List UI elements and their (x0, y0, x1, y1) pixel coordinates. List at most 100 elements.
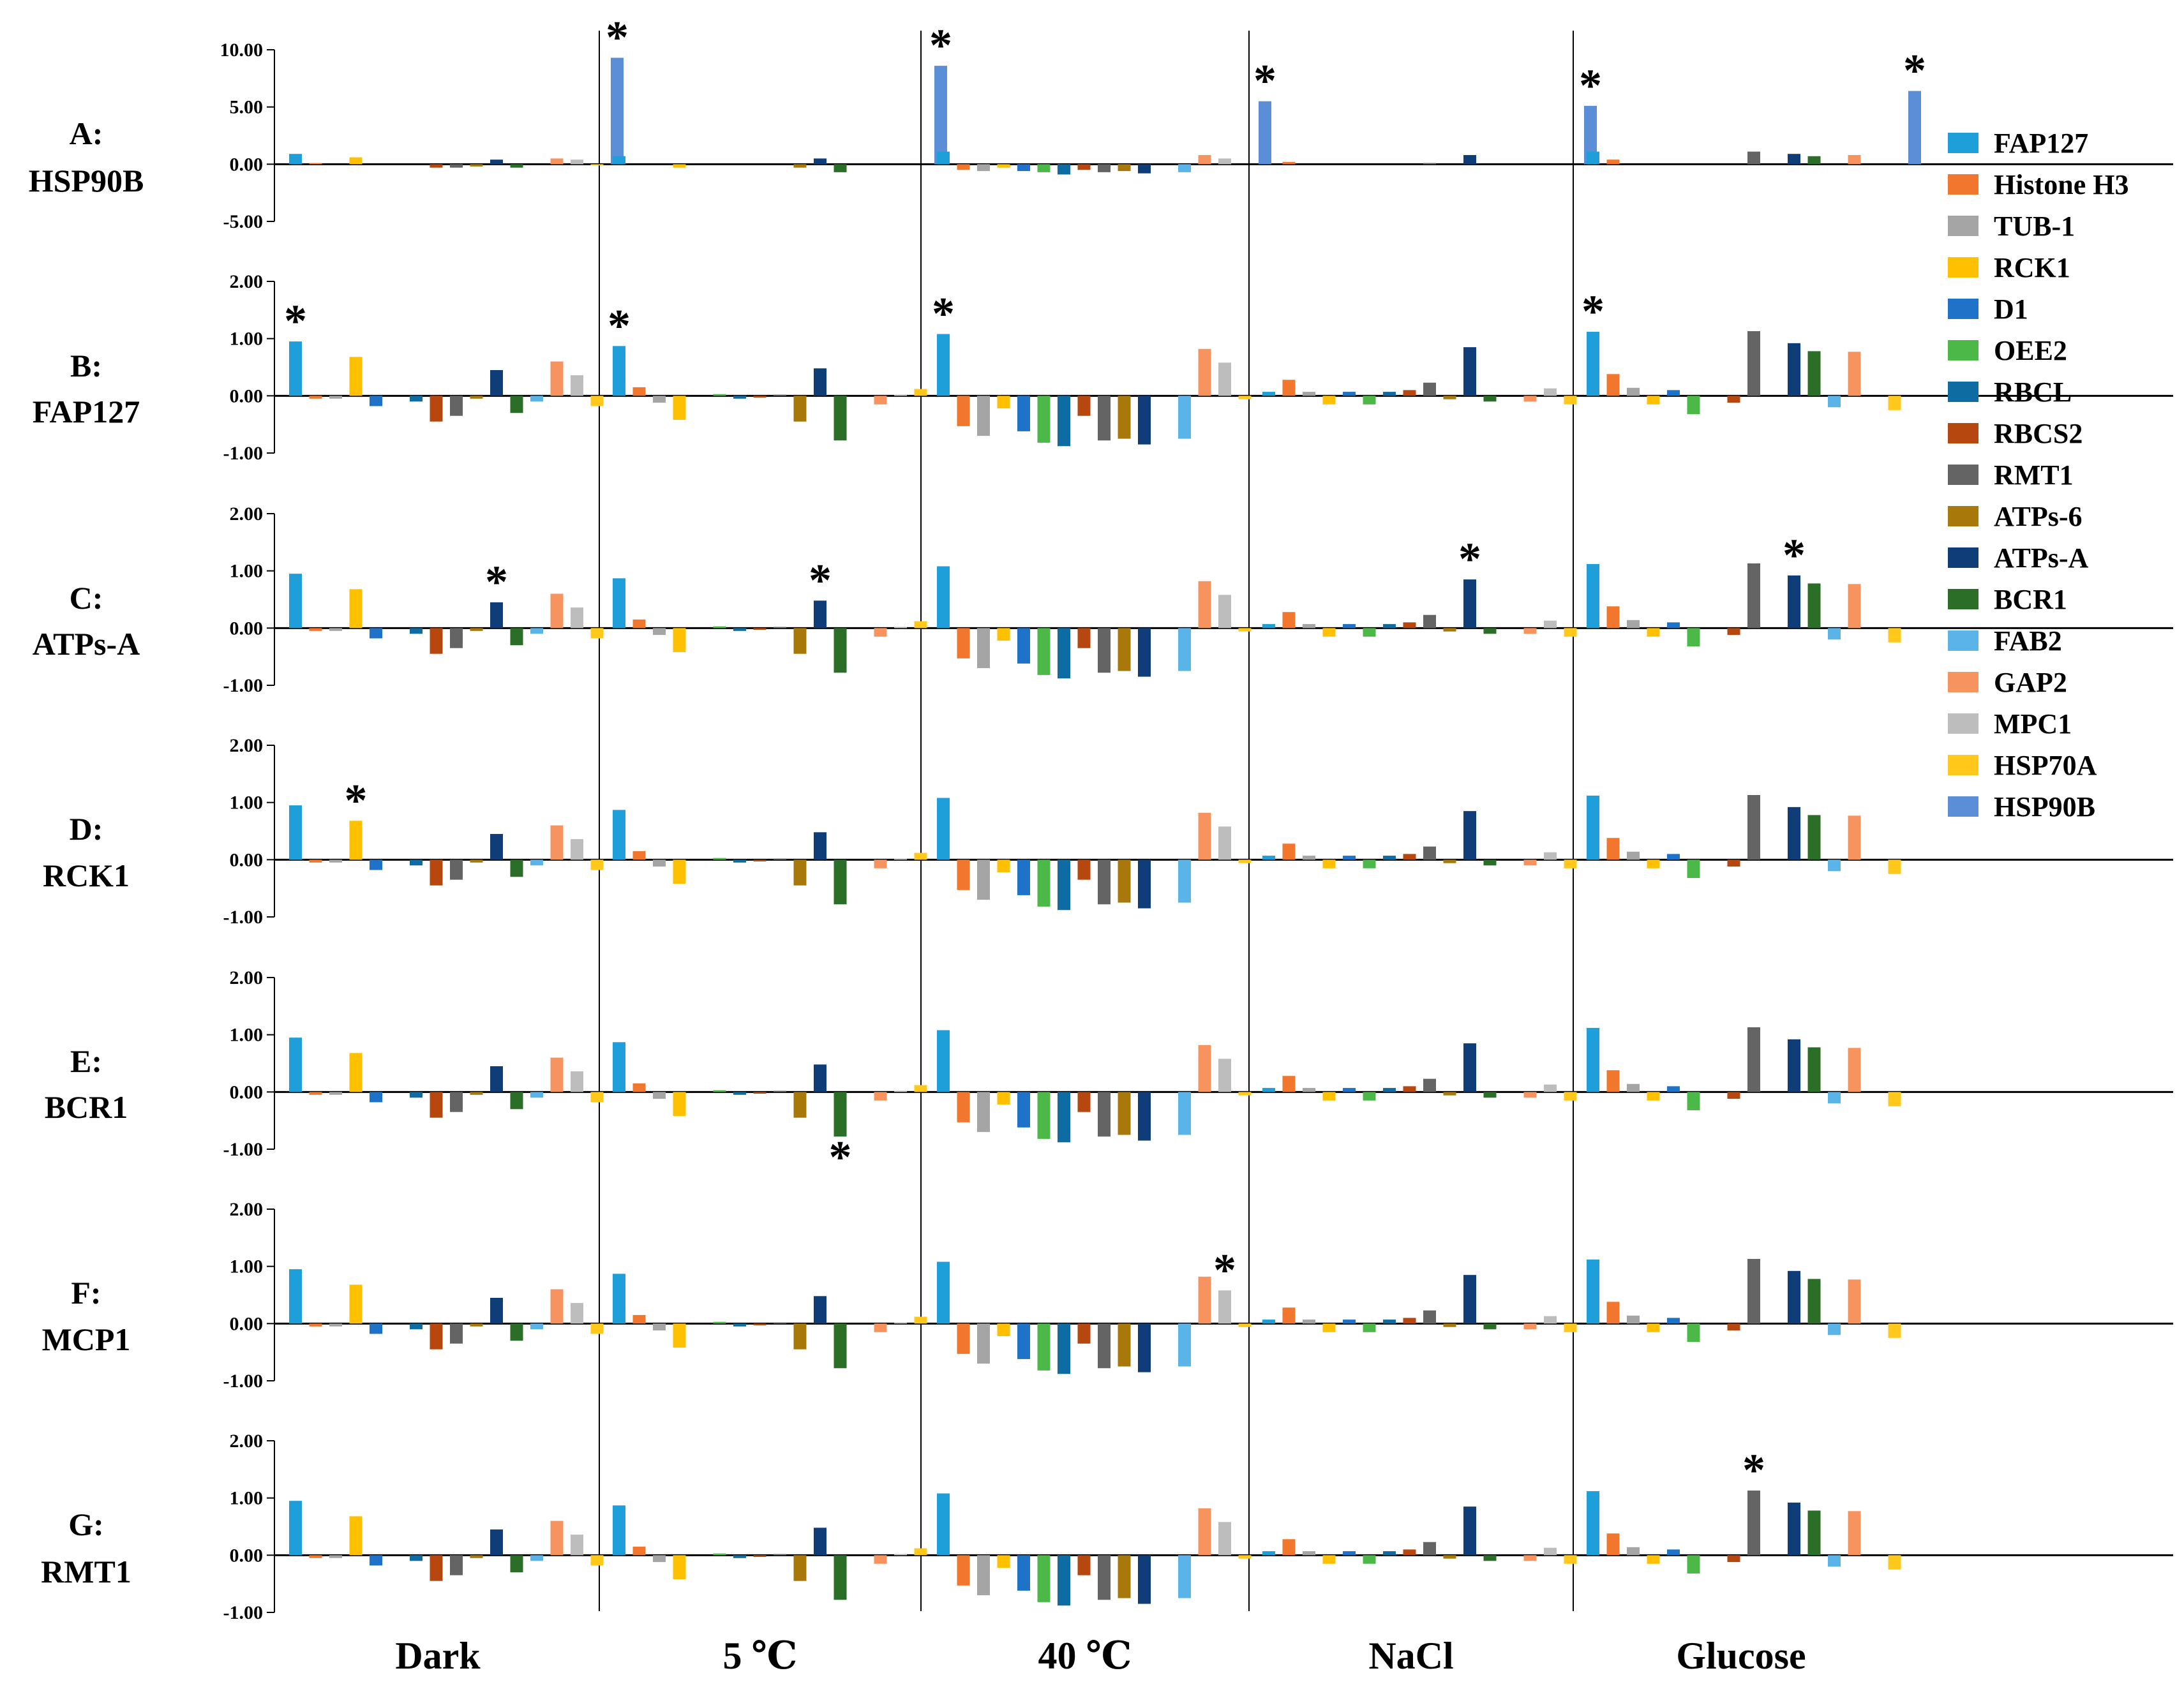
bar-histone-h3-40 (957, 859, 970, 890)
bar-d1-dark (370, 1323, 382, 1334)
bar-fap127-40 (937, 566, 950, 629)
bar-atps-a-dark (490, 1066, 503, 1092)
bar-mpc1-dark (571, 1535, 583, 1556)
bar-hsp90b-5 (934, 66, 947, 165)
bar-rmt1-dark (450, 164, 463, 168)
bar-rck1-dark (349, 589, 363, 629)
bar-gap2-glucose (1848, 815, 1861, 860)
bar-histone-h3-40 (957, 164, 970, 170)
condition-label-40: 40 ℃ (1038, 1635, 1132, 1677)
bar-fab2-dark (530, 396, 543, 402)
bar-rck1-glucose (1647, 396, 1660, 405)
bar-rbcs2-dark (430, 164, 443, 168)
bar-fab2-glucose (1828, 1092, 1841, 1104)
bar-atps-a-40 (1138, 1092, 1151, 1141)
bar-bcr1-glucose (1807, 1279, 1821, 1324)
bar-hsp70a-dark (590, 1555, 604, 1566)
bar-rbcl-dark (410, 396, 423, 402)
bar-mpc1-dark (571, 607, 583, 629)
bar-fap127-dark (289, 341, 302, 396)
bar-oee2-5 (713, 1553, 726, 1556)
bar-fap127-nacl (1262, 1551, 1275, 1556)
bar-tub-1-40 (977, 396, 990, 436)
bar-rbcs2-glucose (1727, 859, 1740, 867)
bar-rbcs2-40 (1077, 1092, 1091, 1112)
bar-mpc1-nacl (1544, 852, 1557, 860)
bar-hsp70a-nacl (1564, 1092, 1577, 1101)
bar-histone-h3-40 (957, 628, 970, 658)
significance-star: * (1579, 60, 1602, 111)
bar-hsp70a-5 (914, 852, 927, 860)
bar-tub-1-glucose (1627, 1083, 1640, 1092)
bar-rmt1-5 (774, 1322, 786, 1324)
significance-star: * (1742, 1445, 1765, 1496)
bar-histone-h3-dark (309, 163, 322, 165)
bar-bcr1-dark (510, 628, 523, 646)
bar-bcr1-5 (834, 164, 847, 172)
bar-oee2-5 (713, 1321, 726, 1324)
bar-atps-6-5 (793, 859, 807, 886)
bar-mpc1-40 (1218, 362, 1231, 396)
bar-atps-a-40 (1138, 164, 1151, 174)
bar-rbcl-dark (410, 1092, 423, 1098)
bar-atps-a-5 (814, 1064, 826, 1092)
bar-fap127-40 (937, 798, 950, 860)
bar-atps-a-dark (490, 1529, 503, 1556)
bar-hsp70a-glucose (1888, 1323, 1901, 1338)
significance-star: * (1582, 286, 1604, 337)
bar-atps-a-40 (1138, 396, 1151, 445)
bar-gap2-glucose (1848, 352, 1861, 396)
bar-bcr1-dark (510, 1323, 523, 1341)
significance-star: * (1903, 45, 1926, 96)
bar-rmt1-nacl (1423, 1310, 1436, 1324)
bar-hsp70a-40 (1238, 396, 1252, 399)
bar-fap127-5 (613, 156, 625, 165)
bar-fap127-dark (289, 154, 302, 165)
bar-rck1-40 (997, 628, 1010, 641)
bar-rbcs2-nacl (1403, 1086, 1416, 1092)
bar-rbcl-5 (733, 1092, 746, 1095)
bar-fab2-dark (530, 1555, 543, 1561)
bar-atps-6-40 (1118, 1323, 1131, 1367)
bar-rck1-glucose (1647, 859, 1660, 868)
bar-tub-1-glucose (1627, 1547, 1640, 1556)
bar-atps-6-dark (470, 1555, 483, 1558)
bar-hsp70a-glucose (1888, 859, 1901, 874)
bar-bcr1-5 (834, 1092, 847, 1137)
bar-oee2-glucose (1687, 859, 1700, 879)
y-tick-label: 0.00 (230, 1082, 264, 1103)
bar-rbcl-nacl (1383, 1088, 1396, 1092)
bar-rck1-40 (997, 1555, 1010, 1568)
legend-label-atps-6: ATPs-6 (1994, 501, 2083, 532)
bar-hsp70a-dark (590, 1323, 604, 1334)
bar-atps-6-5 (793, 1092, 807, 1118)
bar-rbcl-40 (1058, 1323, 1070, 1374)
bar-fab2-dark (530, 859, 543, 866)
bar-bcr1-5 (834, 1555, 847, 1600)
bar-atps-a-dark (490, 833, 503, 860)
y-tick-label: 0.00 (230, 849, 264, 870)
bar-tub-1-dark (329, 859, 342, 863)
bar-rbcl-nacl (1383, 1320, 1396, 1324)
bar-histone-h3-5 (632, 619, 646, 629)
bar-bcr1-dark (510, 1092, 523, 1110)
bar-atps-a-dark (490, 160, 503, 165)
legend-swatch-oee2 (1948, 340, 1978, 361)
bar-tub-1-5 (653, 859, 666, 867)
significance-star: * (809, 554, 832, 606)
bar-rmt1-nacl (1423, 382, 1436, 396)
bar-rck1-dark (349, 357, 363, 396)
bar-rmt1-nacl (1423, 163, 1436, 165)
bar-atps-a-glucose (1788, 1039, 1800, 1092)
bar-rbcs2-40 (1077, 164, 1091, 170)
y-tick-label: 0.00 (230, 1313, 264, 1334)
bar-fab2-dark (530, 628, 543, 634)
bar-histone-h3-5 (632, 387, 646, 396)
bar-fap127-dark (289, 1269, 302, 1324)
bar-rck1-dark (349, 157, 363, 165)
bar-d1-40 (1017, 859, 1030, 895)
bar-histone-h3-40 (957, 1555, 970, 1586)
y-tick-label: -1.00 (223, 907, 264, 928)
panel-mcp1: 2.00 1.00 0.00 -1.00 F: MCP1 * (42, 1199, 2173, 1392)
bar-oee2-nacl (1363, 859, 1376, 868)
